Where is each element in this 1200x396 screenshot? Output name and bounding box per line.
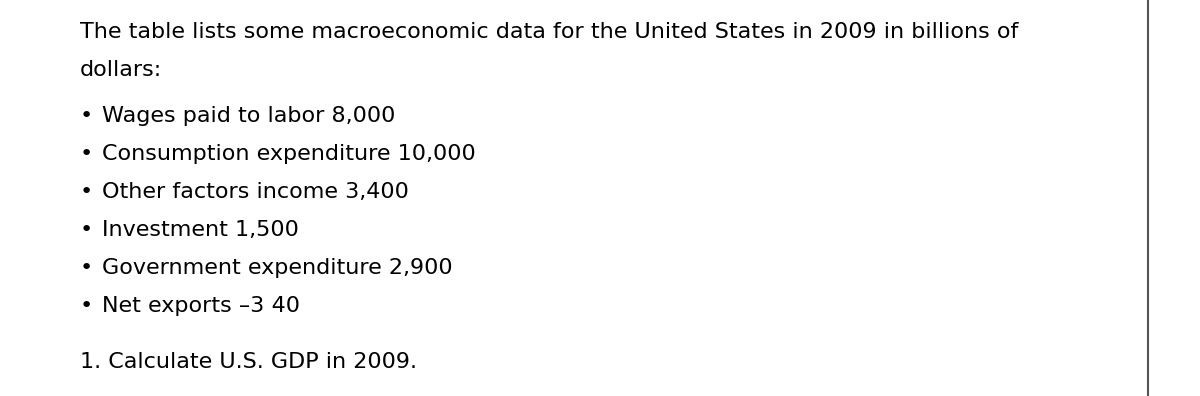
Text: •: •: [80, 296, 94, 316]
Text: Wages paid to labor 8,000: Wages paid to labor 8,000: [102, 106, 395, 126]
Text: •: •: [80, 182, 94, 202]
Text: Consumption expenditure 10,000: Consumption expenditure 10,000: [102, 144, 475, 164]
Text: •: •: [80, 106, 94, 126]
Text: •: •: [80, 144, 94, 164]
Text: •: •: [80, 220, 94, 240]
Text: Other factors income 3,400: Other factors income 3,400: [102, 182, 409, 202]
Text: Government expenditure 2,900: Government expenditure 2,900: [102, 258, 452, 278]
Text: dollars:: dollars:: [80, 60, 162, 80]
Text: •: •: [80, 258, 94, 278]
Text: Investment 1,500: Investment 1,500: [102, 220, 299, 240]
Text: The table lists some macroeconomic data for the United States in 2009 in billion: The table lists some macroeconomic data …: [80, 22, 1019, 42]
Text: Net exports –3 40: Net exports –3 40: [102, 296, 300, 316]
Text: 1. Calculate U.S. GDP in 2009.: 1. Calculate U.S. GDP in 2009.: [80, 352, 418, 372]
